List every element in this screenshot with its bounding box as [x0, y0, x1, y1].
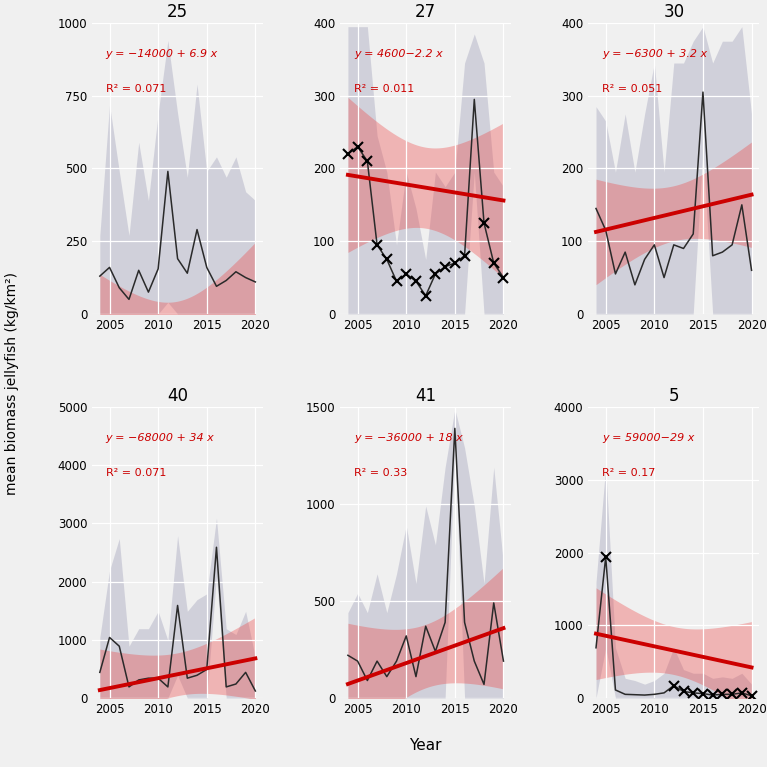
Text: R² = 0.051: R² = 0.051 — [602, 84, 662, 94]
Text: y = −14000 + 6.9 x: y = −14000 + 6.9 x — [106, 49, 218, 59]
Title: 25: 25 — [167, 4, 188, 21]
Text: y = −68000 + 34 x: y = −68000 + 34 x — [106, 433, 215, 443]
Title: 27: 27 — [415, 4, 436, 21]
Text: mean biomass jellyfish (kg/km²): mean biomass jellyfish (kg/km²) — [5, 272, 18, 495]
Text: R² = 0.33: R² = 0.33 — [354, 468, 407, 478]
Text: y = −36000 + 18 x: y = −36000 + 18 x — [354, 433, 463, 443]
Text: y = 59000−29 x: y = 59000−29 x — [602, 433, 694, 443]
Text: R² = 0.17: R² = 0.17 — [602, 468, 655, 478]
Title: 30: 30 — [663, 4, 684, 21]
Text: R² = 0.011: R² = 0.011 — [354, 84, 414, 94]
Title: 41: 41 — [415, 387, 436, 406]
Title: 40: 40 — [167, 387, 188, 406]
Text: y = 4600−2.2 x: y = 4600−2.2 x — [354, 49, 443, 59]
Title: 5: 5 — [669, 387, 679, 406]
Text: y = −6300 + 3.2 x: y = −6300 + 3.2 x — [602, 49, 707, 59]
Text: R² = 0.071: R² = 0.071 — [106, 84, 166, 94]
Text: R² = 0.071: R² = 0.071 — [106, 468, 166, 478]
Text: Year: Year — [410, 738, 442, 753]
